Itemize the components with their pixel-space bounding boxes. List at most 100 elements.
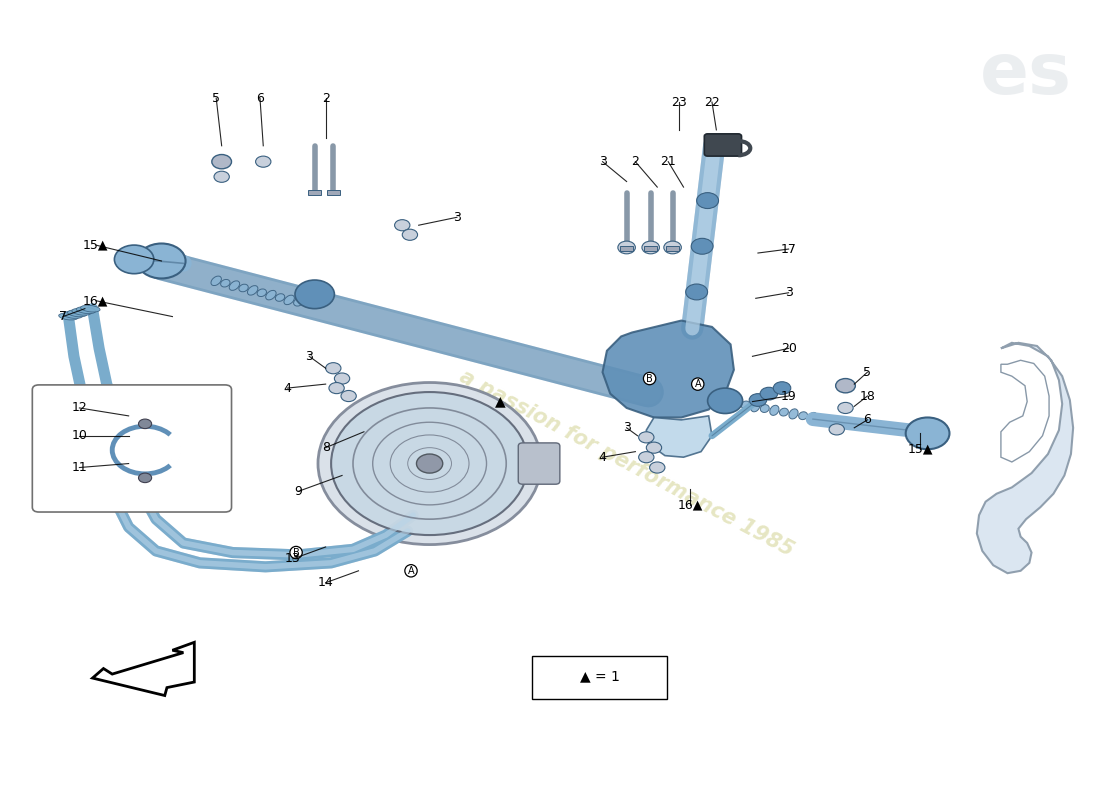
Text: 3: 3 bbox=[598, 155, 606, 168]
Ellipse shape bbox=[63, 312, 82, 318]
Circle shape bbox=[395, 220, 410, 230]
Circle shape bbox=[773, 382, 791, 394]
Text: 7: 7 bbox=[59, 310, 67, 323]
Ellipse shape bbox=[257, 289, 266, 297]
Text: 19: 19 bbox=[781, 390, 796, 402]
Circle shape bbox=[829, 424, 845, 435]
Text: 5: 5 bbox=[212, 92, 220, 105]
Text: 2: 2 bbox=[631, 155, 639, 168]
Polygon shape bbox=[92, 642, 195, 695]
Ellipse shape bbox=[72, 309, 91, 315]
Text: 4: 4 bbox=[284, 382, 292, 394]
Text: 14: 14 bbox=[318, 576, 333, 590]
Circle shape bbox=[650, 462, 664, 473]
FancyBboxPatch shape bbox=[532, 656, 667, 698]
Text: 12: 12 bbox=[72, 402, 87, 414]
Text: 3: 3 bbox=[784, 286, 792, 299]
Circle shape bbox=[114, 245, 154, 274]
Circle shape bbox=[138, 243, 186, 278]
Text: 2: 2 bbox=[321, 92, 330, 105]
Ellipse shape bbox=[732, 398, 740, 408]
Ellipse shape bbox=[789, 409, 799, 419]
Circle shape bbox=[707, 388, 743, 414]
Circle shape bbox=[329, 382, 344, 394]
Circle shape bbox=[696, 193, 718, 209]
Circle shape bbox=[417, 454, 442, 473]
Circle shape bbox=[334, 373, 350, 384]
Text: 5: 5 bbox=[864, 366, 871, 378]
Circle shape bbox=[618, 241, 636, 254]
Ellipse shape bbox=[266, 290, 276, 300]
Text: B: B bbox=[293, 547, 299, 558]
Text: A: A bbox=[694, 379, 701, 389]
Circle shape bbox=[838, 402, 854, 414]
Ellipse shape bbox=[770, 406, 779, 415]
Polygon shape bbox=[1001, 360, 1049, 462]
Text: 21: 21 bbox=[660, 155, 676, 168]
Ellipse shape bbox=[284, 295, 295, 305]
Text: 3: 3 bbox=[453, 210, 461, 224]
Bar bbox=[308, 190, 321, 195]
Ellipse shape bbox=[80, 306, 100, 312]
Ellipse shape bbox=[229, 281, 240, 290]
Polygon shape bbox=[977, 342, 1074, 573]
Circle shape bbox=[214, 171, 229, 182]
Text: 18: 18 bbox=[859, 390, 876, 402]
Bar bbox=[620, 246, 634, 250]
Ellipse shape bbox=[760, 405, 769, 413]
Ellipse shape bbox=[799, 412, 807, 420]
Circle shape bbox=[139, 419, 152, 429]
Ellipse shape bbox=[239, 284, 249, 292]
Ellipse shape bbox=[808, 413, 817, 422]
Circle shape bbox=[103, 406, 132, 426]
Circle shape bbox=[642, 241, 659, 254]
Text: 16▲: 16▲ bbox=[84, 294, 109, 307]
Text: 8: 8 bbox=[321, 441, 330, 454]
Ellipse shape bbox=[76, 307, 96, 314]
Ellipse shape bbox=[294, 298, 302, 306]
Circle shape bbox=[341, 390, 356, 402]
Text: 9: 9 bbox=[295, 485, 302, 498]
Circle shape bbox=[647, 442, 661, 454]
Text: 10: 10 bbox=[72, 430, 87, 442]
Ellipse shape bbox=[741, 401, 750, 409]
Circle shape bbox=[139, 473, 152, 482]
Circle shape bbox=[255, 156, 271, 167]
FancyBboxPatch shape bbox=[32, 385, 231, 512]
Bar bbox=[666, 246, 679, 250]
Text: 20: 20 bbox=[781, 342, 796, 355]
FancyBboxPatch shape bbox=[704, 134, 741, 156]
Polygon shape bbox=[647, 416, 712, 457]
Text: 4: 4 bbox=[598, 450, 606, 464]
Ellipse shape bbox=[275, 294, 285, 302]
Circle shape bbox=[318, 382, 541, 545]
Text: 15▲: 15▲ bbox=[84, 238, 109, 251]
Circle shape bbox=[836, 378, 856, 393]
Text: ▲ = 1: ▲ = 1 bbox=[581, 670, 620, 683]
Text: a passion for performance 1985: a passion for performance 1985 bbox=[456, 366, 798, 561]
Circle shape bbox=[691, 238, 713, 254]
Ellipse shape bbox=[67, 310, 87, 317]
Circle shape bbox=[760, 387, 778, 400]
Circle shape bbox=[295, 280, 334, 309]
Circle shape bbox=[76, 414, 104, 434]
Circle shape bbox=[212, 154, 231, 169]
Text: 3: 3 bbox=[623, 422, 630, 434]
Polygon shape bbox=[603, 321, 734, 418]
Text: 16▲: 16▲ bbox=[678, 498, 703, 511]
Text: 23: 23 bbox=[671, 95, 688, 109]
Text: A: A bbox=[408, 566, 415, 576]
Circle shape bbox=[403, 229, 418, 240]
Bar bbox=[327, 190, 340, 195]
Circle shape bbox=[905, 418, 949, 450]
Text: 17: 17 bbox=[781, 242, 796, 255]
Circle shape bbox=[639, 432, 654, 443]
Ellipse shape bbox=[211, 276, 221, 286]
Text: 6: 6 bbox=[256, 92, 264, 105]
Circle shape bbox=[639, 452, 654, 462]
Circle shape bbox=[685, 284, 707, 300]
Ellipse shape bbox=[750, 402, 760, 412]
Text: 15▲: 15▲ bbox=[908, 442, 933, 456]
Text: 6: 6 bbox=[864, 414, 871, 426]
Text: 3: 3 bbox=[306, 350, 313, 363]
